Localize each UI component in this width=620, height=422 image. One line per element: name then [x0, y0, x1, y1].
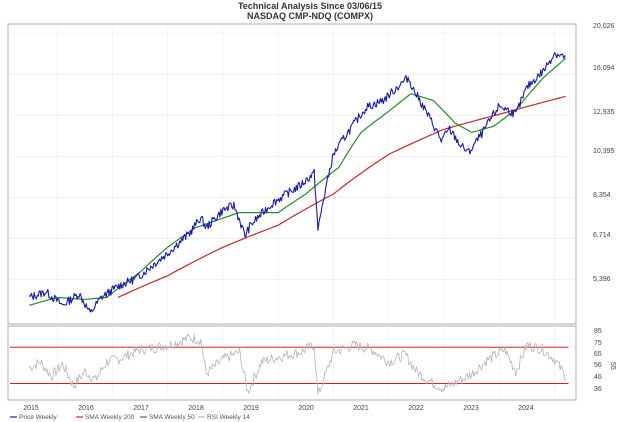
price-y-axis: 20,026 16,094 12,935 10,395 8,354 6,714 … — [593, 23, 615, 283]
rsi-tick-label: 85 — [594, 328, 602, 335]
price-tick-label: 16,094 — [593, 65, 615, 72]
x-tick-label: 2015 — [23, 405, 39, 412]
x-tick-label: 2017 — [133, 405, 149, 412]
chart-title: Technical Analysis Since 03/06/15 — [238, 1, 382, 11]
sma50-line — [29, 57, 567, 306]
x-tick-label: 2016 — [78, 405, 94, 412]
rsi-panel — [7, 325, 577, 401]
legend-label-sma200: SMA Weekly 200 — [85, 414, 135, 421]
legend-item-rsi: RSI Weekly 14 — [198, 414, 250, 421]
legend: Price Weekly SMA Weekly 200 SMA Weekly 5… — [10, 414, 250, 421]
x-tick-label: 2022 — [408, 405, 424, 412]
rsi-tick-label: 36 — [594, 386, 602, 393]
x-tick-label: 2023 — [463, 405, 479, 412]
rsi-tick-label: 75 — [594, 340, 602, 347]
legend-item-sma200: SMA Weekly 200 — [76, 414, 135, 421]
series-layer — [10, 52, 569, 395]
sma200-line — [117, 95, 566, 299]
x-tick-label: 2024 — [518, 405, 534, 412]
gridlines — [10, 26, 574, 398]
x-axis: 2015 2016 2017 2018 2019 2020 2021 2022 … — [23, 405, 534, 412]
x-tick-label: 2020 — [298, 405, 314, 412]
price-line — [28, 52, 566, 313]
rsi-line — [29, 333, 566, 395]
price-tick-label: 5,396 — [593, 276, 611, 283]
price-tick-label: 6,714 — [593, 232, 611, 239]
rsi-tick-label: 56 — [594, 362, 602, 369]
legend-label-sma50: SMA Weekly 50 — [149, 414, 195, 421]
price-tick-label: 10,395 — [593, 148, 615, 155]
price-tick-label: 20,026 — [593, 23, 615, 30]
price-tick-label: 12,935 — [593, 109, 615, 116]
legend-label-price: Price Weekly — [19, 414, 58, 421]
legend-label-rsi: RSI Weekly 14 — [207, 414, 250, 421]
rsi-tick-label: 65 — [594, 351, 602, 358]
legend-item-price: Price Weekly — [10, 414, 58, 421]
rsi-y-axis: 85 75 65 56 46 36 55 — [594, 328, 616, 393]
rsi-tick-label: 46 — [594, 374, 602, 381]
legend-item-sma50: SMA Weekly 50 — [140, 414, 195, 421]
x-tick-label: 2019 — [243, 405, 259, 412]
rsi-side-label: 55 — [609, 362, 616, 370]
x-tick-label: 2021 — [353, 405, 369, 412]
chart-subtitle: NASDAQ CMP-NDQ (COMPX) — [247, 11, 373, 21]
x-tick-label: 2018 — [188, 405, 204, 412]
price-panel — [7, 23, 577, 325]
price-tick-label: 8,354 — [593, 192, 611, 199]
